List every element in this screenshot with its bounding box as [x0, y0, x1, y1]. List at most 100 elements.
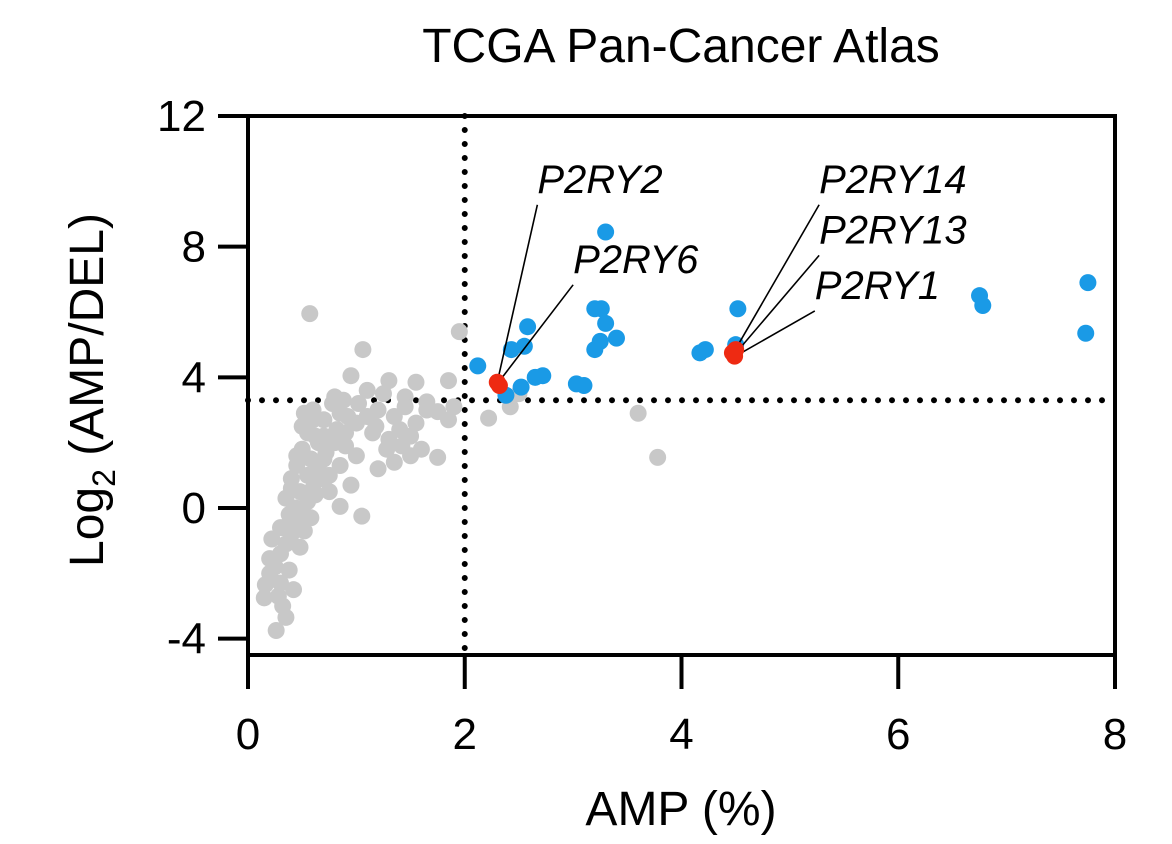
data-point — [512, 378, 530, 396]
data-point — [597, 314, 615, 332]
data-point — [306, 486, 324, 504]
data-point — [439, 372, 457, 390]
data-point — [291, 538, 309, 556]
plot-frame — [246, 114, 1117, 657]
data-point — [1077, 324, 1095, 342]
annotation-label: P2RY2 — [537, 158, 662, 202]
data-point — [597, 223, 615, 241]
chart-title: TCGA Pan-Cancer Atlas — [422, 20, 940, 73]
data-point — [607, 329, 625, 347]
y-tick-label: 0 — [182, 484, 206, 533]
x-tick-label: 6 — [886, 710, 910, 759]
data-point — [480, 409, 498, 427]
data-point — [374, 385, 392, 403]
data-point — [519, 318, 537, 336]
data-point — [649, 448, 667, 466]
annotation-leader-line — [732, 204, 820, 354]
data-point — [592, 300, 610, 318]
data-point — [354, 341, 372, 359]
data-point — [342, 367, 360, 385]
data-point — [385, 408, 403, 426]
data-point — [255, 589, 273, 607]
y-tick-label: 8 — [182, 223, 206, 272]
data-point — [299, 466, 317, 484]
data-point — [407, 373, 425, 391]
data-point — [261, 550, 279, 568]
annotation-leader-lines — [496, 204, 820, 385]
annotation-label: P2RY14 — [819, 158, 967, 202]
x-tick-label: 8 — [1103, 710, 1127, 759]
x-tick-label: 4 — [669, 710, 693, 759]
y-axis-title-subscript: 2 — [86, 469, 122, 487]
data-point — [301, 305, 319, 323]
data-point — [450, 323, 468, 341]
y-axis-title-rest: (AMP/DEL) — [61, 213, 114, 469]
y-tick-label: -4 — [167, 615, 206, 664]
data-point — [272, 574, 290, 592]
annotation-label: P2RY1 — [815, 264, 940, 308]
data-point — [407, 414, 425, 432]
data-point — [575, 377, 593, 394]
data-point — [586, 341, 604, 359]
y-tick-label: 4 — [182, 353, 206, 402]
data-point — [347, 447, 365, 465]
annotation-leader-line — [496, 284, 574, 385]
data-point — [380, 372, 398, 390]
highlighted-gene-points — [488, 341, 745, 394]
data-point — [353, 507, 371, 525]
data-point — [1079, 274, 1097, 292]
data-point — [302, 509, 320, 527]
data-point — [288, 447, 306, 465]
data-point — [287, 499, 305, 517]
data-point — [302, 450, 320, 468]
data-point — [418, 401, 436, 419]
y-axis-title-main: Log — [61, 487, 114, 567]
data-point — [385, 453, 403, 471]
y-axis-title: Log2 (AMP/DEL) — [61, 213, 122, 567]
x-tick-label: 0 — [236, 710, 260, 759]
annotation-leader-line — [496, 204, 539, 383]
data-point — [291, 483, 309, 501]
x-tick-label: 2 — [453, 710, 477, 759]
data-point — [367, 417, 385, 435]
data-point — [445, 398, 463, 416]
data-point — [256, 576, 274, 594]
annotation-leader-line — [735, 310, 816, 357]
data-point — [729, 300, 747, 318]
data-point — [295, 522, 313, 540]
data-point — [331, 457, 349, 475]
data-point — [696, 341, 714, 359]
data-point — [331, 497, 349, 515]
data-point — [295, 404, 313, 422]
amplified-gene-points — [469, 223, 1097, 404]
data-point — [334, 391, 352, 409]
data-point — [534, 367, 552, 385]
data-point — [393, 437, 411, 455]
data-point — [429, 448, 447, 466]
data-point — [369, 401, 387, 419]
annotation-labels: P2RY2 P2RY6 P2RY14 P2RY13 P2RY1 — [537, 158, 966, 308]
data-point — [280, 561, 298, 579]
data-point — [306, 427, 324, 445]
data-point — [974, 296, 992, 314]
background-gene-points — [255, 305, 667, 639]
x-axis-title: AMP (%) — [585, 783, 776, 836]
data-point — [320, 483, 338, 501]
threshold-lines — [245, 113, 1118, 658]
data-point — [727, 341, 745, 359]
data-point — [396, 398, 414, 416]
data-point — [369, 460, 387, 478]
data-point — [342, 476, 360, 494]
data-point — [267, 622, 285, 639]
data-point — [277, 608, 295, 626]
data-point — [358, 381, 376, 399]
data-point — [378, 440, 396, 458]
data-point — [328, 421, 346, 439]
data-point — [469, 357, 487, 375]
data-point — [350, 394, 368, 412]
y-tick-label: 12 — [157, 92, 206, 141]
y-axis: -4 0 4 8 12 — [157, 92, 248, 664]
data-point — [275, 519, 293, 537]
data-point — [285, 581, 303, 599]
